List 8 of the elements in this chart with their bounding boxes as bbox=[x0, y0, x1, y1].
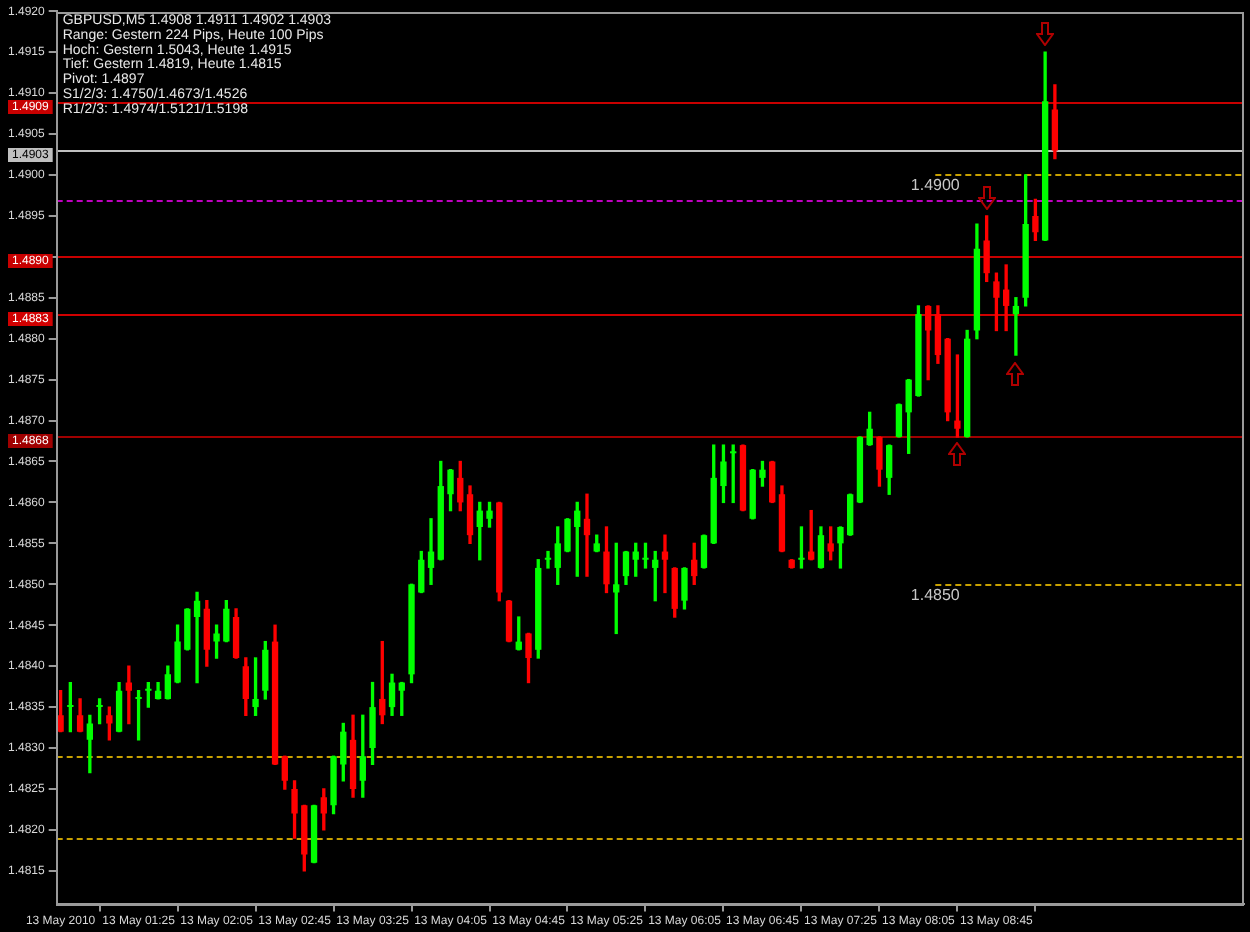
ref-line-label: 1.4850 bbox=[910, 586, 961, 605]
ref-line-label: 1.4900 bbox=[910, 176, 961, 195]
candlestick bbox=[1012, 297, 1020, 356]
candlestick bbox=[661, 534, 669, 594]
candlestick bbox=[427, 518, 435, 585]
candlestick bbox=[193, 591, 201, 684]
candlestick bbox=[583, 493, 591, 577]
candlestick bbox=[544, 550, 552, 569]
